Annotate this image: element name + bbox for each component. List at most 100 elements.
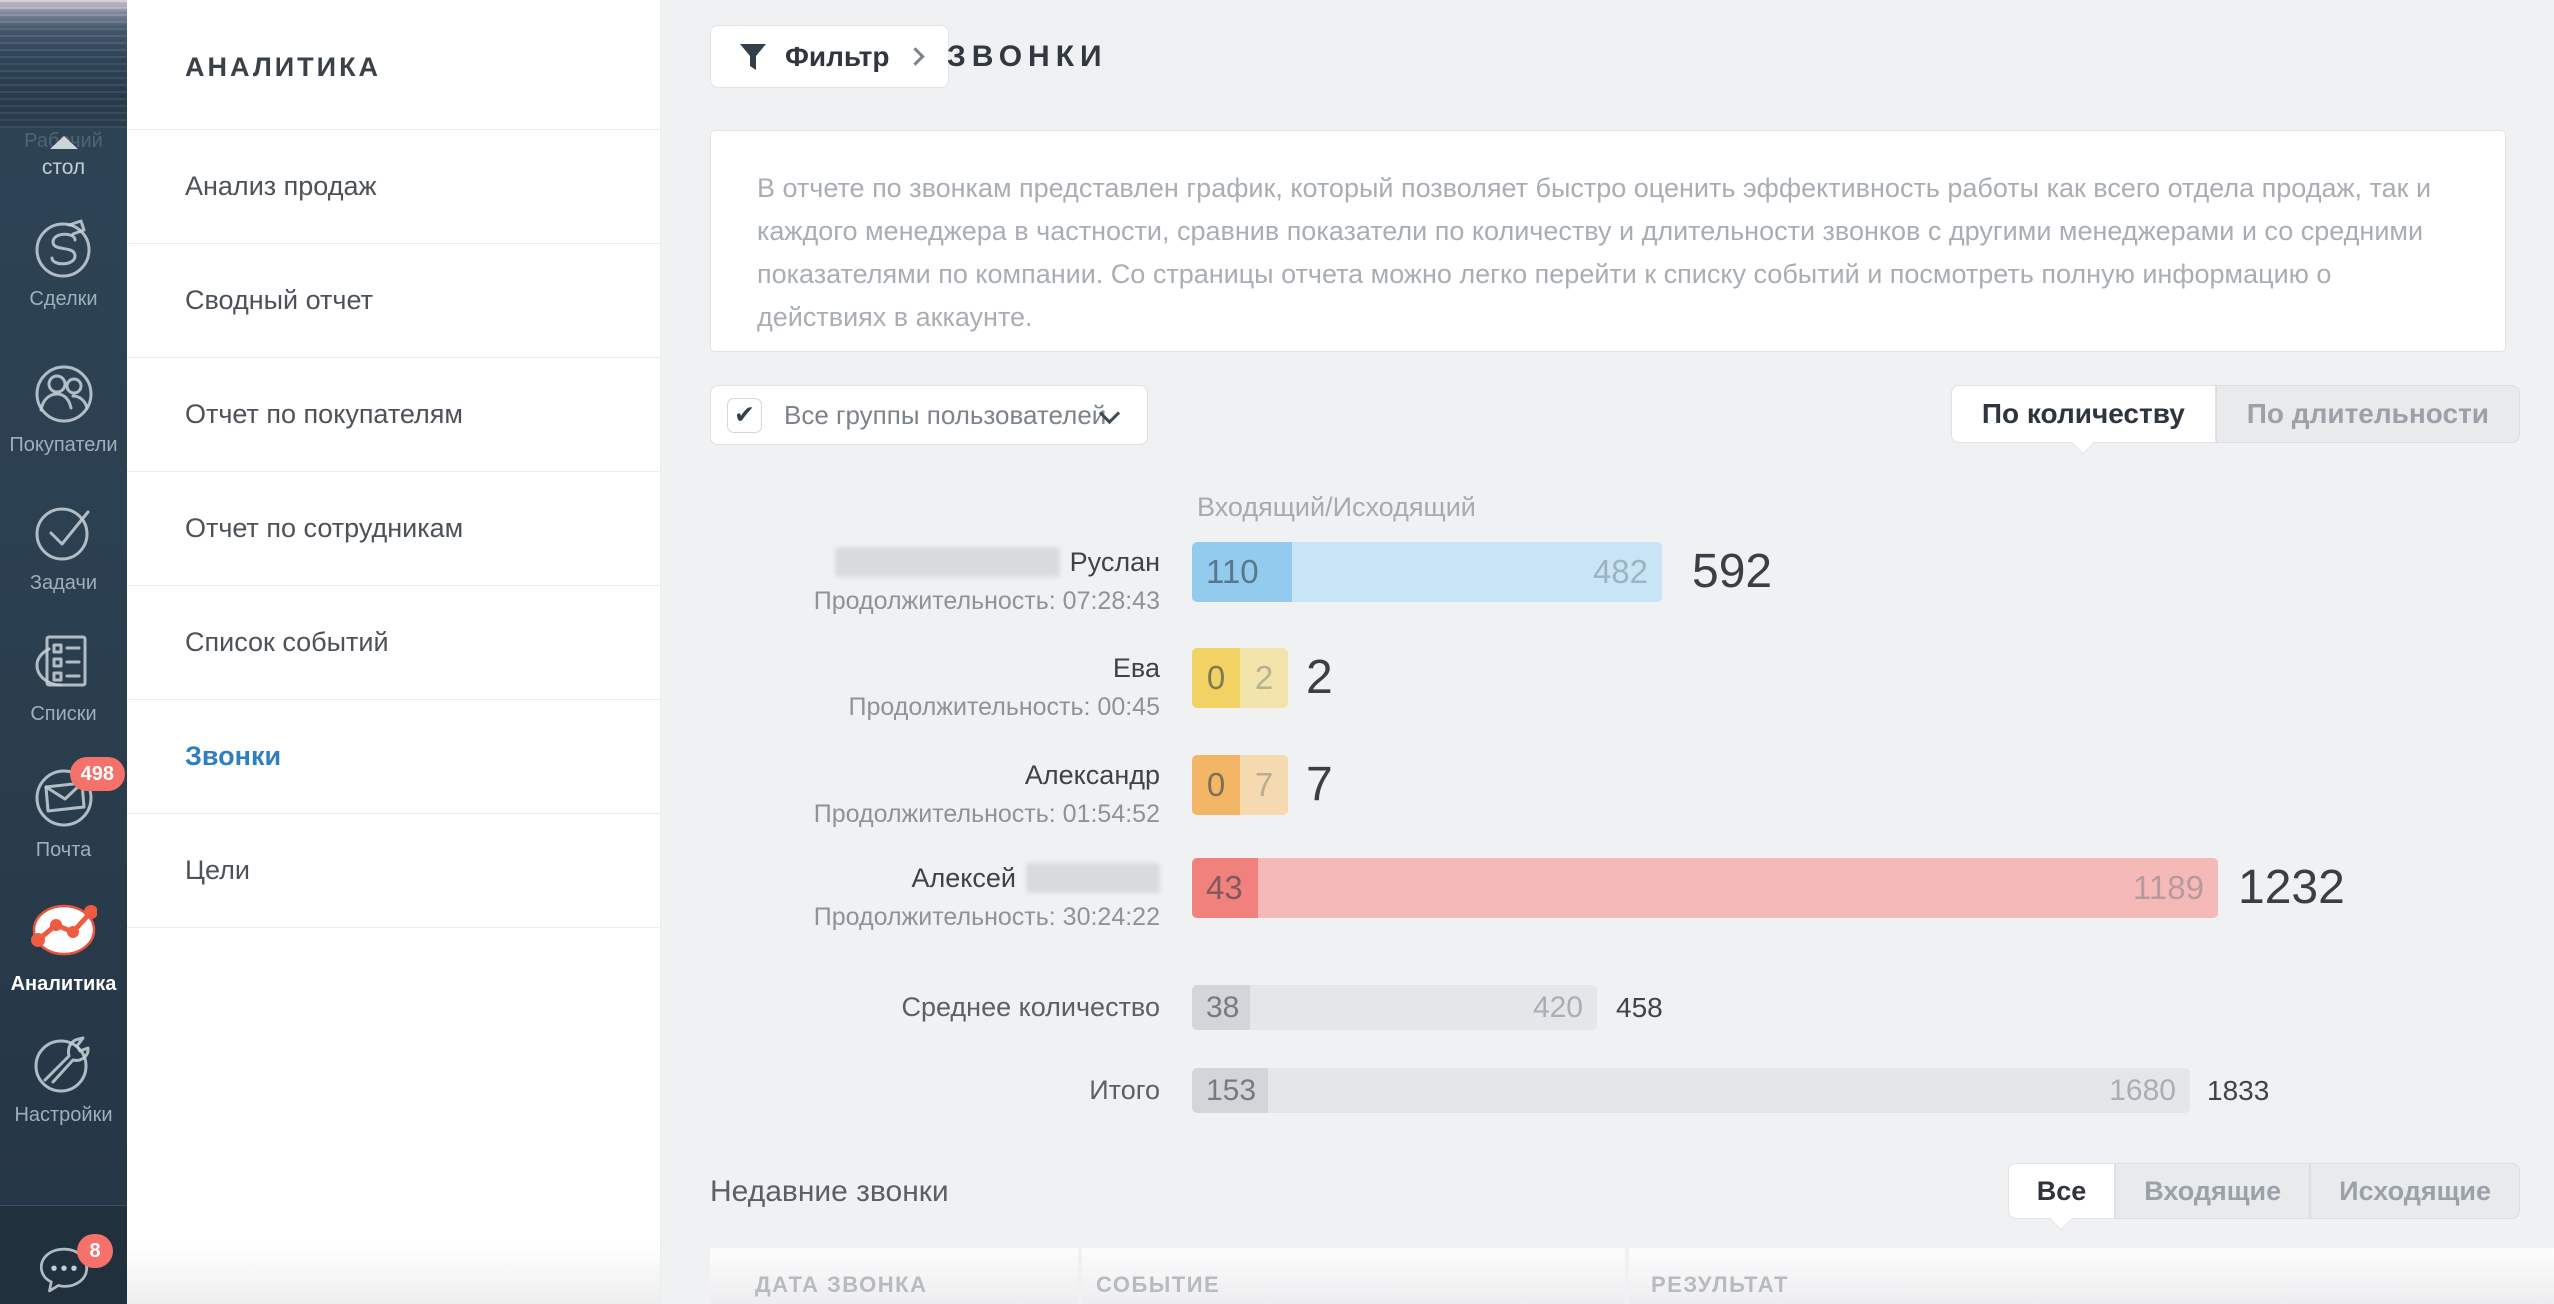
summary-bar: 38 420 — [1192, 985, 1597, 1030]
lists-icon — [35, 635, 86, 687]
page-title: ЗВОНКИ — [947, 40, 1108, 73]
sidebar-item-label: Аналитика — [10, 973, 117, 995]
manager-duration: Продолжительность: 00:45 — [848, 693, 1160, 721]
chart-row-label: Александр Продолжительность: 01:54:52 — [710, 757, 1160, 831]
summary-total: 1833 — [2207, 1075, 2270, 1106]
filter-button[interactable]: Фильтр — [710, 25, 950, 88]
dashboard-label-line2: стол — [41, 156, 86, 179]
recent-calls-tabs: Все Входящие Исходящие — [2007, 1163, 2520, 1219]
sidebar-item-label: Списки — [30, 703, 97, 725]
column-header-call-date: ДАТА ЗВОНКА — [710, 1248, 1078, 1304]
incoming-segment[interactable]: 43 — [1192, 858, 1258, 918]
tasks-icon — [35, 507, 89, 561]
outgoing-segment[interactable]: 7 — [1240, 755, 1288, 815]
chevron-right-icon — [906, 47, 926, 66]
outgoing-segment[interactable]: 1189 — [1258, 858, 2218, 918]
mail-badge: 498 — [69, 757, 125, 791]
sidebar-item-label: Почта — [35, 839, 92, 861]
redacted-name — [1026, 863, 1160, 893]
sidebar-item-label: Настройки — [14, 1104, 113, 1126]
chat-button[interactable]: 8 — [0, 1234, 127, 1304]
outgoing-segment[interactable]: 2 — [1240, 648, 1288, 708]
sidebar-item-dashboard[interactable]: Рабочий стол — [0, 130, 127, 180]
manager-name: Руслан — [1069, 547, 1160, 577]
analytics-icon — [30, 904, 97, 956]
user-groups-select-label: Все группы пользователей — [784, 399, 1107, 430]
outgoing-segment: 420 — [1250, 985, 1597, 1030]
sidebar-item-lists[interactable]: Списки — [0, 629, 127, 726]
chat-badge: 8 — [77, 1234, 113, 1268]
tab-by-quantity[interactable]: По количеству — [1950, 385, 2216, 443]
sidebar-item-deals[interactable]: Сделки — [0, 214, 127, 311]
submenu-item-sales-analysis[interactable]: Анализ продаж — [127, 130, 660, 244]
chat-icon — [39, 1247, 88, 1293]
customers-icon — [35, 365, 92, 423]
tab-incoming[interactable]: Входящие — [2115, 1163, 2311, 1219]
row-total: 1232 — [2238, 861, 2345, 914]
sidebar-item-settings[interactable]: Настройки — [0, 1030, 127, 1127]
submenu-item-summary-report[interactable]: Сводный отчет — [127, 244, 660, 358]
report-description: В отчете по звонкам представлен график, … — [710, 130, 2506, 352]
submenu-item-goals[interactable]: Цели — [127, 814, 660, 928]
funnel-icon — [740, 43, 766, 70]
checkbox-checked-icon[interactable]: ✔ — [727, 397, 762, 433]
row-total: 592 — [1692, 545, 1773, 598]
manager-duration: Продолжительность: 30:24:22 — [813, 903, 1160, 931]
incoming-segment[interactable]: 0 — [1192, 648, 1240, 708]
filter-button-label: Фильтр — [785, 40, 890, 72]
mode-toggle: По количеству По длительности — [1950, 385, 2520, 443]
deals-icon — [35, 219, 90, 278]
incoming-segment: 38 — [1192, 985, 1250, 1030]
chart-row-label: Ева Продолжительность: 00:45 — [710, 650, 1160, 724]
column-header-result: РЕЗУЛЬТАТ — [1629, 1248, 2554, 1304]
chart-row-label: Алексей Продолжительность: 30:24:22 — [710, 860, 1160, 934]
row-total: 2 — [1306, 651, 1333, 704]
incoming-segment[interactable]: 0 — [1192, 755, 1240, 815]
summary-bar: 153 1680 — [1192, 1068, 2190, 1113]
calls-bar[interactable]: 0 7 — [1192, 755, 1288, 815]
settings-icon — [34, 1036, 90, 1093]
recent-calls-title: Недавние звонки — [710, 1175, 949, 1208]
tab-outgoing[interactable]: Исходящие — [2310, 1163, 2520, 1219]
manager-duration: Продолжительность: 01:54:52 — [813, 800, 1160, 828]
collapse-up-icon[interactable] — [49, 136, 78, 149]
incoming-segment[interactable]: 110 — [1192, 542, 1292, 602]
user-groups-select[interactable]: ✔ Все группы пользователей — [710, 385, 1148, 445]
calls-bar[interactable]: 0 2 — [1192, 648, 1288, 708]
calls-bar[interactable]: 43 1189 — [1192, 858, 2218, 918]
analytics-submenu: АНАЛИТИКА Анализ продаж Сводный отчет От… — [127, 0, 661, 1304]
workspace-photo — [0, 0, 127, 128]
incoming-segment: 153 — [1192, 1068, 1268, 1113]
sidebar-item-label: Сделки — [29, 288, 98, 310]
chart-series-header: Входящий/Исходящий — [1197, 492, 1476, 522]
tab-all[interactable]: Все — [2007, 1163, 2116, 1219]
sidebar-divider — [0, 1205, 127, 1206]
outgoing-segment[interactable]: 482 — [1292, 542, 1662, 602]
sidebar-item-mail[interactable]: 498 Почта — [0, 757, 127, 862]
tab-by-duration[interactable]: По длительности — [2215, 385, 2520, 443]
sidebar-item-label: Задачи — [29, 572, 98, 594]
sidebar-item-customers[interactable]: Покупатели — [0, 360, 127, 457]
summary-total: 458 — [1616, 992, 1663, 1023]
submenu-item-customers-report[interactable]: Отчет по покупателям — [127, 358, 660, 472]
column-header-event: СОБЫТИЕ — [1082, 1248, 1625, 1304]
row-total: 7 — [1306, 758, 1333, 811]
chart-row-label: Руслан Продолжительность: 07:28:43 — [710, 544, 1160, 618]
sidebar-item-analytics[interactable]: Аналитика — [0, 899, 127, 996]
recent-calls-table-header: ДАТА ЗВОНКА СОБЫТИЕ РЕЗУЛЬТАТ — [710, 1248, 2554, 1304]
submenu-item-employees-report[interactable]: Отчет по сотрудникам — [127, 472, 660, 586]
primary-sidebar: Рабочий стол Сделки Покупатели — [0, 0, 127, 1304]
sidebar-item-tasks[interactable]: Задачи — [0, 498, 127, 595]
manager-name: Ева — [1112, 653, 1160, 683]
mail-icon — [35, 769, 92, 827]
manager-duration: Продолжительность: 07:28:43 — [813, 587, 1160, 615]
submenu-item-calls[interactable]: Звонки — [127, 700, 660, 814]
submenu-title: АНАЛИТИКА — [127, 0, 660, 130]
outgoing-segment: 1680 — [1268, 1068, 2190, 1113]
redacted-name — [834, 547, 1060, 577]
submenu-item-events-list[interactable]: Список событий — [127, 586, 660, 700]
manager-name: Александр — [1024, 760, 1160, 790]
calls-bar[interactable]: 110 482 — [1192, 542, 1662, 602]
summary-row-label: Среднее количество — [901, 992, 1160, 1022]
